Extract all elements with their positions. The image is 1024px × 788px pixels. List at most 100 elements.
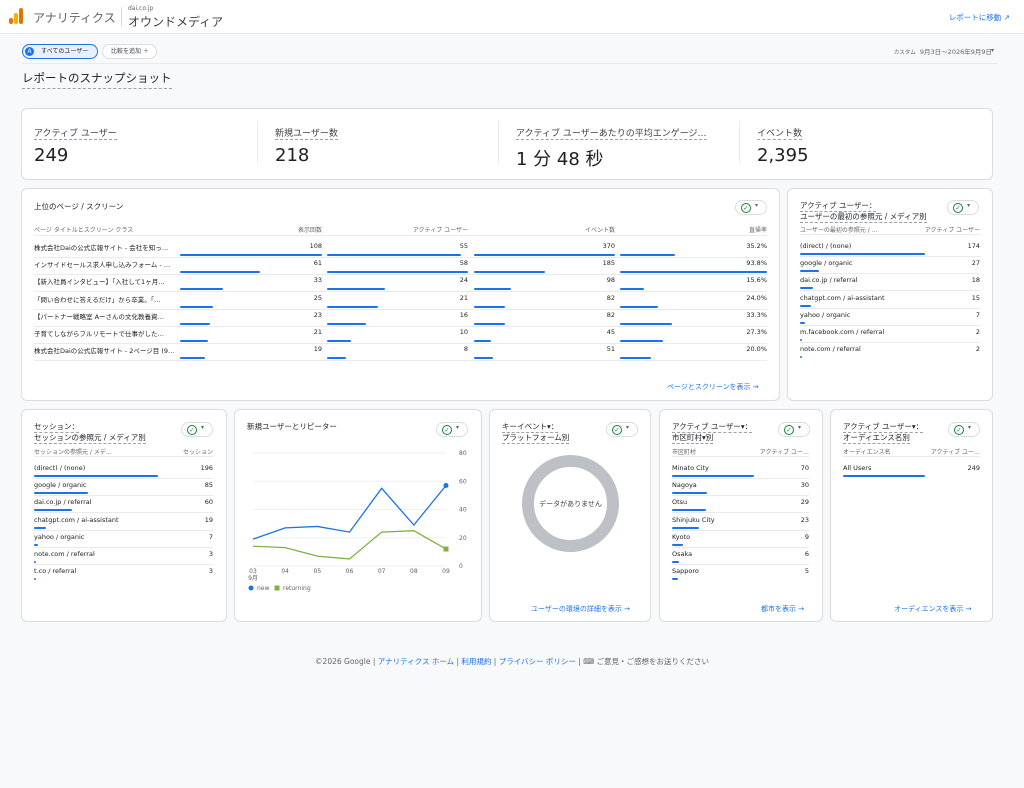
x-tick-label: 05: [314, 568, 322, 575]
card-title: キーイベント▾： プラットフォーム別: [502, 422, 570, 444]
row-value: 3: [208, 550, 213, 558]
line-chart[interactable]: 0 20 40 60 80 03 04 05 06 07 08 09 9月 new returning: [234, 440, 482, 600]
segment-chip[interactable]: A すべてのユーザー: [22, 44, 98, 59]
page-title-cell[interactable]: インサイドセールス求人申し込みフォーム - …: [34, 261, 171, 270]
metric-cell: 33: [313, 276, 322, 285]
page-title-cell[interactable]: 【新入社員インタビュー】「入社して1ヶ月…: [34, 278, 165, 287]
metric-bar: [327, 271, 468, 274]
page-title-cell[interactable]: 【パートナー戦略室 Aーさんの文化教養資…: [34, 312, 165, 321]
row-label[interactable]: google / organic: [800, 259, 853, 268]
page-title-cell[interactable]: 株式会社Daiの公式広報サイト - 2ページ目 (9…: [34, 347, 175, 356]
view-cities-link[interactable]: 都市を表示 →: [761, 604, 804, 614]
row-label[interactable]: Sapporo: [672, 567, 699, 576]
row-label[interactable]: dai.co.jp / referral: [800, 276, 858, 285]
compare-check-button[interactable]: ✓ ▾: [778, 422, 810, 437]
metric-cell: 82: [606, 293, 615, 302]
card-title: アクティブ ユーザー▾： 市区町村▾別: [672, 422, 753, 444]
arrow-right-icon: →: [965, 605, 972, 613]
row-label[interactable]: Shinjuku City: [672, 515, 715, 524]
row-label[interactable]: t.co / referral: [34, 567, 77, 576]
metric-cell: 15.6%: [746, 276, 767, 285]
check-circle-icon: ✓: [442, 425, 452, 435]
account-name[interactable]: dai.co.jp: [128, 5, 154, 12]
y-tick-label: 40: [459, 507, 467, 514]
row-label[interactable]: google / organic: [34, 481, 87, 490]
link-label: ユーザーの環境の詳細を表示: [531, 605, 622, 613]
kpi-card: [21, 108, 993, 180]
row-label[interactable]: Osaka: [672, 550, 693, 558]
row-label[interactable]: chatgpt.com / ai-assistant: [34, 515, 119, 524]
compare-check-button[interactable]: ✓ ▾: [181, 422, 213, 437]
compare-check-button[interactable]: ✓ ▾: [436, 422, 468, 437]
row-label[interactable]: Kyoto: [672, 532, 691, 541]
segment-icon: A: [25, 47, 34, 56]
page-title-cell[interactable]: 株式会社Daiの公式広報サイト - 会社を知っ…: [34, 244, 169, 252]
column-header: アクティブ ユーザー: [924, 227, 980, 234]
metric-bar: [620, 322, 672, 325]
row-label[interactable]: All Users: [843, 464, 872, 472]
date-range-picker[interactable]: カスタム 9月3日～2026年9月9日: [894, 46, 992, 56]
compare-check-button[interactable]: ✓ ▾: [606, 422, 638, 437]
compare-check-button[interactable]: ✓ ▾: [948, 422, 980, 437]
link-label: 都市を表示: [761, 605, 796, 613]
footer-privacy-link[interactable]: プライバシー ポリシー: [498, 657, 576, 666]
metric-cell: 55: [459, 242, 468, 250]
row-label[interactable]: chatgpt.com / ai-assistant: [800, 293, 885, 302]
copyright: ©2026 Google: [315, 657, 371, 666]
page-title-cell[interactable]: 「問い合わせに答えるだけ」から卒業。「…: [34, 295, 161, 304]
kpi-label: イベント数: [757, 126, 803, 140]
row-value: 23: [800, 515, 809, 524]
kpi-avg-engagement[interactable]: アクティブ ユーザーあたりの平均エンゲージ… 1 分 48 秒: [516, 121, 707, 171]
metric-cell: 21: [313, 328, 322, 336]
footer-terms-link[interactable]: 利用規約: [461, 657, 492, 666]
row-label[interactable]: yahoo / organic: [34, 532, 85, 541]
row-label[interactable]: Nagoya: [672, 481, 697, 490]
series-line-new: [252, 485, 447, 540]
metric-cell: 98: [606, 276, 615, 285]
row-label[interactable]: dai.co.jp / referral: [34, 498, 92, 507]
chevron-down-icon: ▾: [201, 424, 205, 431]
property-name[interactable]: オウンドメディア: [128, 15, 224, 29]
page-title-cell[interactable]: 子育てしながらフルリモートで仕事がした…: [34, 330, 164, 338]
view-pages-link[interactable]: ページとスクリーンを表示 →: [667, 382, 759, 392]
compare-check-button[interactable]: ✓ ▾: [735, 200, 767, 215]
row-value: 2: [975, 328, 980, 336]
goto-report-link[interactable]: レポートに移動 ↗: [949, 12, 1010, 23]
x-tick-label: 04: [281, 568, 289, 575]
row-bar: [800, 321, 805, 324]
row-label[interactable]: Minato City: [672, 464, 709, 472]
row-label[interactable]: note.com / referral: [34, 550, 95, 558]
row-bar: [843, 475, 925, 477]
metric-bar: [620, 340, 663, 342]
add-comparison-button[interactable]: 比較を追加 ＋: [102, 44, 157, 59]
metric-cell: 185: [602, 259, 615, 268]
city-card: [659, 409, 823, 622]
footer-feedback-link[interactable]: ご意見・ご感想をお送りください: [596, 657, 709, 666]
series-point-new: [443, 482, 449, 488]
kpi-event-count[interactable]: イベント数 2,395: [757, 121, 809, 166]
view-audiences-link[interactable]: オーディエンスを表示 →: [894, 604, 971, 614]
metric-cell: 35.2%: [746, 242, 767, 250]
kpi-active-users[interactable]: アクティブ ユーザー 249: [34, 121, 117, 166]
row-label[interactable]: note.com / referral: [800, 345, 861, 354]
metric-bar: [180, 271, 260, 274]
view-platform-link[interactable]: ユーザーの環境の詳細を表示 →: [531, 604, 630, 614]
row-label[interactable]: (direct) / (none): [34, 464, 86, 472]
kpi-new-users[interactable]: 新規ユーザー数 218: [275, 121, 338, 166]
row-label[interactable]: yahoo / organic: [800, 310, 851, 319]
row-label[interactable]: (direct) / (none): [800, 242, 852, 250]
metric-bar: [327, 254, 461, 256]
footer-home-link[interactable]: アナリティクス ホーム: [377, 657, 455, 666]
row-bar: [34, 526, 46, 529]
y-tick-label: 80: [459, 450, 467, 457]
chevron-down-icon[interactable]: ▾: [990, 47, 994, 54]
arrow-right-icon: →: [798, 605, 805, 613]
row-bar: [672, 543, 683, 546]
row-value: 19: [204, 515, 213, 524]
row-label[interactable]: Otsu: [672, 498, 688, 507]
row-label[interactable]: m.facebook.com / referral: [800, 328, 885, 336]
compare-check-button[interactable]: ✓ ▾: [947, 200, 979, 215]
divider: [22, 63, 997, 64]
metric-cell: 23: [313, 310, 322, 319]
row-bar: [800, 339, 802, 341]
